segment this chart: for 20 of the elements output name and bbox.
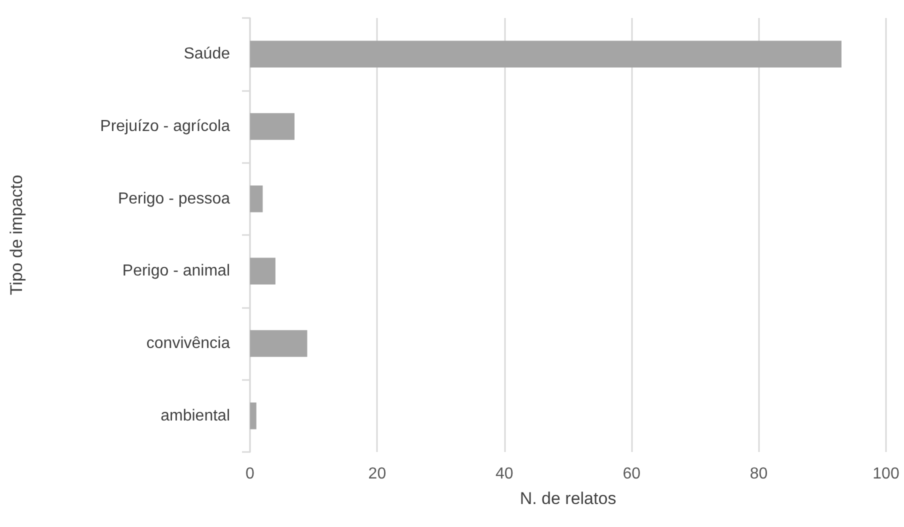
x-tick-label: 0 <box>246 466 255 482</box>
bar <box>250 258 276 285</box>
y-tick-label: Prejuízo - agrícola <box>100 118 230 135</box>
x-axis-title: N. de relatos <box>520 489 616 508</box>
bar <box>250 402 256 430</box>
y-tick-label: Perigo - animal <box>122 262 230 280</box>
y-tick-label: Saúde <box>184 46 230 63</box>
y-tick-label: Perigo - pessoa <box>118 190 230 208</box>
bar <box>250 185 263 212</box>
y-tick-label: convivência <box>146 335 230 352</box>
x-tick-label: 80 <box>750 466 768 482</box>
x-tick-label: 100 <box>872 466 900 482</box>
bar <box>250 113 295 140</box>
bar <box>250 40 842 68</box>
x-tick-label: 60 <box>622 466 641 482</box>
y-axis-title: Tipo de impacto <box>7 174 26 296</box>
x-tick-label: 20 <box>368 466 386 482</box>
x-tick-label: 40 <box>496 466 514 482</box>
y-tick-label: ambiental <box>160 407 230 424</box>
bar <box>250 330 308 357</box>
